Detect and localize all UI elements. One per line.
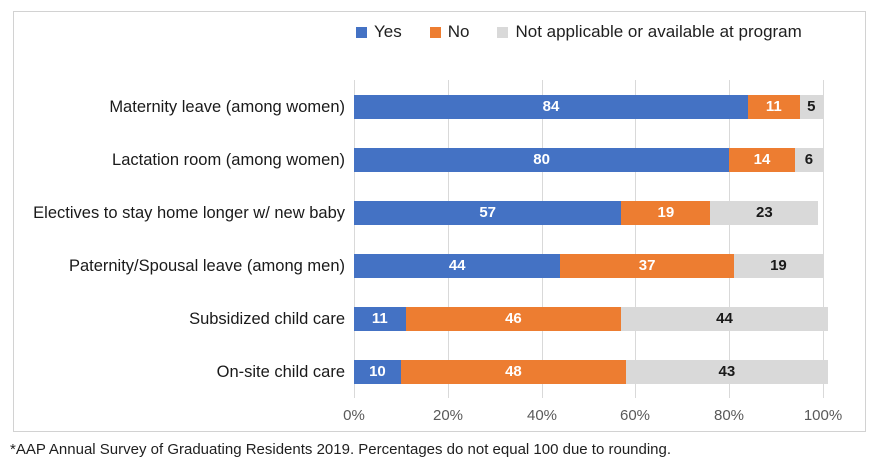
category-label: Paternity/Spousal leave (among men): [68, 257, 345, 275]
bar-segment-not-applicable-or-available-at-program[interactable]: 44: [621, 307, 828, 331]
bar-row: 10 48 43: [354, 360, 828, 384]
bar-segment-no[interactable]: 11: [747, 95, 800, 119]
bar-segment-not-applicable-or-available-at-program[interactable]: 6: [794, 148, 823, 172]
bar-value-label: 5: [807, 98, 816, 115]
chart-legend: Yes No Not applicable or available at prog…: [356, 20, 802, 44]
x-axis-tick-label: 80%: [713, 407, 745, 424]
bar-segment-yes[interactable]: 57: [354, 201, 622, 225]
bar-segment-no[interactable]: 48: [400, 360, 626, 384]
bar-value-label: 19: [657, 204, 675, 221]
bar-value-label: 11: [371, 310, 388, 327]
bar-segment-not-applicable-or-available-at-program[interactable]: 5: [799, 95, 823, 119]
gridline: [354, 80, 355, 398]
x-axis-tick-label: 40%: [526, 407, 558, 424]
bar-segment-no[interactable]: 19: [621, 201, 711, 225]
legend-item-2[interactable]: Not applicable or available at program: [497, 22, 802, 42]
legend-swatch-icon: [497, 26, 509, 38]
gridline: [542, 80, 543, 398]
bar-segment-yes[interactable]: 44: [354, 254, 561, 278]
legend-label: Yes: [374, 22, 402, 41]
bar-row: 84 11 5: [354, 95, 823, 119]
legend-swatch-icon: [356, 26, 367, 38]
bar-segment-yes[interactable]: 80: [354, 148, 730, 172]
bar-segment-no[interactable]: 14: [729, 148, 795, 172]
category-label: On-site child care: [216, 363, 345, 381]
bar-segment-no[interactable]: 46: [405, 307, 622, 331]
x-axis-tick-label: 0%: [343, 407, 365, 424]
bar-value-label: 57: [479, 204, 496, 221]
bar-value-label: 10: [369, 363, 386, 380]
bar-value-label: 80: [533, 151, 550, 168]
legend-label: Not applicable or available at program: [515, 22, 802, 41]
bar-segment-yes[interactable]: 10: [354, 360, 401, 384]
bar-value-label: 44: [716, 310, 733, 327]
gridline: [635, 80, 636, 398]
bar-row: 11 46 44: [354, 307, 828, 331]
bar-value-label: 43: [718, 363, 736, 380]
legend-swatch-icon: [429, 26, 441, 38]
gridline: [729, 80, 730, 398]
bar-value-label: 44: [448, 257, 466, 274]
bar-segment-yes[interactable]: 84: [354, 95, 748, 119]
x-axis-tick-label: 100%: [803, 407, 843, 424]
x-axis-tick-label: 60%: [619, 407, 651, 424]
plot-area: Maternity leave (among women) 84 11 5 Lactat…: [14, 12, 865, 431]
category-label: Electives to stay home longer w/ new bab…: [33, 204, 345, 222]
bar-value-label: 6: [804, 151, 814, 168]
bar-value-label: 48: [505, 363, 522, 380]
bar-value-label: 14: [753, 151, 771, 168]
bar-value-label: 37: [638, 257, 656, 274]
legend-label: No: [447, 22, 470, 41]
chart-frame: Yes No Not applicable or available at prog…: [13, 11, 866, 432]
bar-row: 80 14 6: [354, 148, 823, 172]
legend-item-0[interactable]: Yes: [356, 22, 402, 42]
legend-item-1[interactable]: No: [429, 22, 470, 42]
bar-segment-not-applicable-or-available-at-program[interactable]: 43: [626, 360, 828, 384]
bar-segment-yes[interactable]: 11: [354, 307, 406, 331]
bar-value-label: 11: [765, 98, 782, 115]
bar-row: 44 37 19: [354, 254, 823, 278]
bar-row: 57 19 23: [354, 201, 819, 225]
category-label: Subsidized child care: [189, 310, 345, 328]
bar-value-label: 23: [756, 204, 773, 221]
footnote: *AAP Annual Survey of Graduating Residen…: [10, 441, 672, 458]
x-axis-tick-label: 20%: [432, 407, 464, 424]
bar-segment-not-applicable-or-available-at-program[interactable]: 23: [710, 201, 819, 225]
gridline: [448, 80, 449, 398]
category-label: Lactation room (among women): [112, 151, 345, 169]
gridline: [823, 80, 824, 398]
bar-segment-not-applicable-or-available-at-program[interactable]: 19: [733, 254, 823, 278]
bar-value-label: 19: [770, 257, 787, 274]
category-label: Maternity leave (among women): [109, 98, 345, 116]
bar-value-label: 46: [505, 310, 522, 327]
bar-segment-no[interactable]: 37: [560, 254, 734, 278]
bar-value-label: 84: [542, 98, 560, 115]
